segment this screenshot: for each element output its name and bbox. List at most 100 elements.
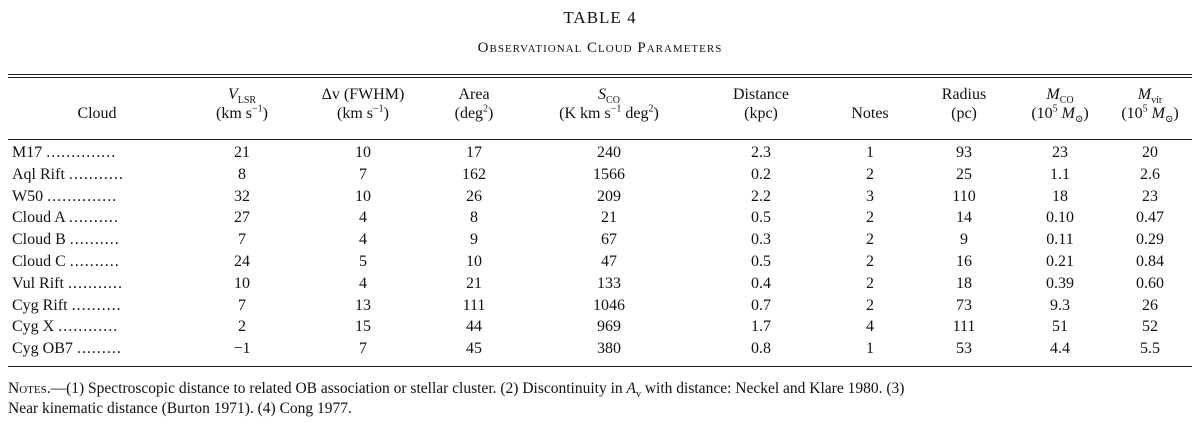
cell-area: 9 — [470, 231, 478, 249]
top-rule-2 — [8, 77, 1192, 78]
cell-radius: 25 — [956, 165, 972, 183]
leader-dots: .......... — [69, 252, 120, 270]
col-header-distance: Distance (kpc) — [733, 86, 789, 122]
cell-distance: 0.2 — [751, 165, 771, 183]
cell-cloud: Aql Rift ........... — [8, 164, 186, 186]
cell-area: 45 — [466, 340, 482, 358]
cell-sco: 21 — [601, 209, 617, 227]
col-header-area: Area (deg2) — [454, 86, 494, 122]
cell-distance: 0.4 — [751, 274, 771, 292]
cell-vlsr: 8 — [238, 165, 246, 183]
col-header-notes: Notes — [851, 105, 889, 122]
cell-dv: 4 — [359, 209, 367, 227]
cell-cloud: W50 .............. — [8, 186, 186, 208]
cell-sco: 67 — [601, 231, 617, 249]
table-row: Cyg Rift .......... 7 13 111 1046 0.7 2 73 9.3 26 — [8, 295, 1192, 317]
cell-notes: 1 — [866, 340, 874, 358]
cell-area: 10 — [466, 252, 482, 270]
table-row: Cloud B .......... 7 4 9 67 0.3 2 9 0.11 0.29 — [8, 229, 1192, 251]
cell-vlsr: 21 — [234, 144, 250, 161]
cell-cloud: Cyg OB7 ......... — [8, 338, 186, 360]
cell-cloud: Cloud C .......... — [8, 251, 186, 273]
header-rule — [8, 139, 1192, 140]
cloud-name: Cloud C — [12, 252, 66, 270]
cloud-name: Cyg OB7 — [12, 340, 73, 358]
cell-mco: 0.39 — [1046, 274, 1074, 292]
cell-sco: 209 — [597, 187, 621, 205]
cell-dv: 4 — [359, 274, 367, 292]
cell-mvir: 2.6 — [1140, 165, 1160, 183]
cell-cloud: Cloud B .......... — [8, 229, 186, 251]
table-row: Cyg OB7 ......... −1 7 45 380 0.8 1 53 4.4 5.5 — [8, 338, 1192, 360]
cell-dv: 15 — [355, 318, 371, 336]
cell-vlsr: 7 — [238, 296, 246, 314]
cell-mco: 0.21 — [1046, 252, 1074, 270]
cell-mvir: 20 — [1142, 144, 1158, 161]
table-row: Aql Rift ........... 8 7 162 1566 0.2 2 25 1.1 2.… — [8, 164, 1192, 186]
table-row: Cloud C .......... 24 5 10 47 0.5 2 16 0.21 0.84 — [8, 251, 1192, 273]
cell-mvir: 0.60 — [1136, 274, 1164, 292]
cell-radius: 16 — [956, 252, 972, 270]
cell-dv: 10 — [355, 144, 371, 161]
leader-dots: .......... — [71, 296, 122, 314]
cloud-name: Cloud B — [12, 231, 66, 249]
cell-sco: 380 — [597, 340, 621, 358]
table-notes: Notes.—(1) Spectroscopic distance to rel… — [8, 380, 905, 417]
cloud-name: Vul Rift — [12, 274, 64, 292]
cell-cloud: Cyg X ............ — [8, 316, 186, 338]
cloud-name: Aql Rift — [12, 165, 65, 183]
cell-dv: 13 — [355, 296, 371, 314]
table-row: W50 .............. 32 10 26 209 2.2 3 110 18 23 — [8, 186, 1192, 208]
cloud-name: W50 — [12, 187, 44, 205]
cell-radius: 73 — [956, 296, 972, 314]
cell-distance: 0.5 — [751, 252, 771, 270]
cell-area: 17 — [466, 144, 482, 161]
cell-cloud: Vul Rift ........... — [8, 273, 186, 295]
cell-sco: 47 — [601, 252, 617, 270]
table-header: Cloud VLSR (km s−1) Δv (FWHM) (km s−1) A… — [8, 85, 1192, 126]
bottom-rule — [8, 366, 1192, 367]
cell-mvir: 0.84 — [1136, 252, 1164, 270]
cell-vlsr: 10 — [234, 274, 250, 292]
leader-dots: ........... — [67, 274, 123, 292]
cell-sco: 133 — [597, 274, 621, 292]
cell-mco: 0.10 — [1046, 209, 1074, 227]
cloud-name: Cyg X — [12, 318, 55, 336]
cell-distance: 1.7 — [751, 318, 771, 336]
cell-notes: 1 — [866, 144, 874, 161]
cell-mco: 51 — [1052, 318, 1068, 336]
cell-sco: 1046 — [593, 296, 625, 314]
cell-dv: 7 — [359, 340, 367, 358]
table-row: Cloud A .......... 27 4 8 21 0.5 2 14 0.10 0.47 — [8, 207, 1192, 229]
cell-vlsr: 32 — [234, 187, 250, 205]
cell-vlsr: 7 — [238, 231, 246, 249]
col-header-mvir: Mvir (105 M⊙) — [1121, 86, 1179, 126]
cell-area: 21 — [466, 274, 482, 292]
cell-vlsr: −1 — [233, 340, 251, 358]
cell-distance: 0.7 — [751, 296, 771, 314]
cell-mvir: 23 — [1142, 187, 1158, 205]
table-number: TABLE 4 — [563, 8, 637, 27]
cell-dv: 4 — [359, 231, 367, 249]
cell-area: 44 — [466, 318, 482, 336]
cell-radius: 9 — [960, 231, 968, 249]
cell-sco: 969 — [597, 318, 621, 336]
col-header-cloud: Cloud — [77, 105, 117, 122]
col-header-sco: SCO (K km s−1 deg2) — [559, 86, 659, 122]
cloud-name: M17 — [12, 144, 43, 161]
col-header-radius: Radius (pc) — [941, 86, 987, 122]
cell-notes: 4 — [866, 318, 874, 336]
cell-distance: 0.3 — [751, 231, 771, 249]
cell-vlsr: 27 — [234, 209, 250, 227]
cell-distance: 0.8 — [751, 340, 771, 358]
cell-mco: 1.1 — [1050, 165, 1070, 183]
cell-radius: 53 — [956, 340, 972, 358]
cloud-name: Cloud A — [12, 209, 65, 227]
leader-dots: .............. — [46, 144, 117, 161]
col-header-mco: MCO (105 M⊙) — [1031, 86, 1089, 126]
cell-vlsr: 2 — [238, 318, 246, 336]
cell-notes: 2 — [866, 274, 874, 292]
cell-notes: 2 — [866, 209, 874, 227]
leader-dots: ............ — [58, 318, 119, 336]
cell-notes: 2 — [866, 296, 874, 314]
